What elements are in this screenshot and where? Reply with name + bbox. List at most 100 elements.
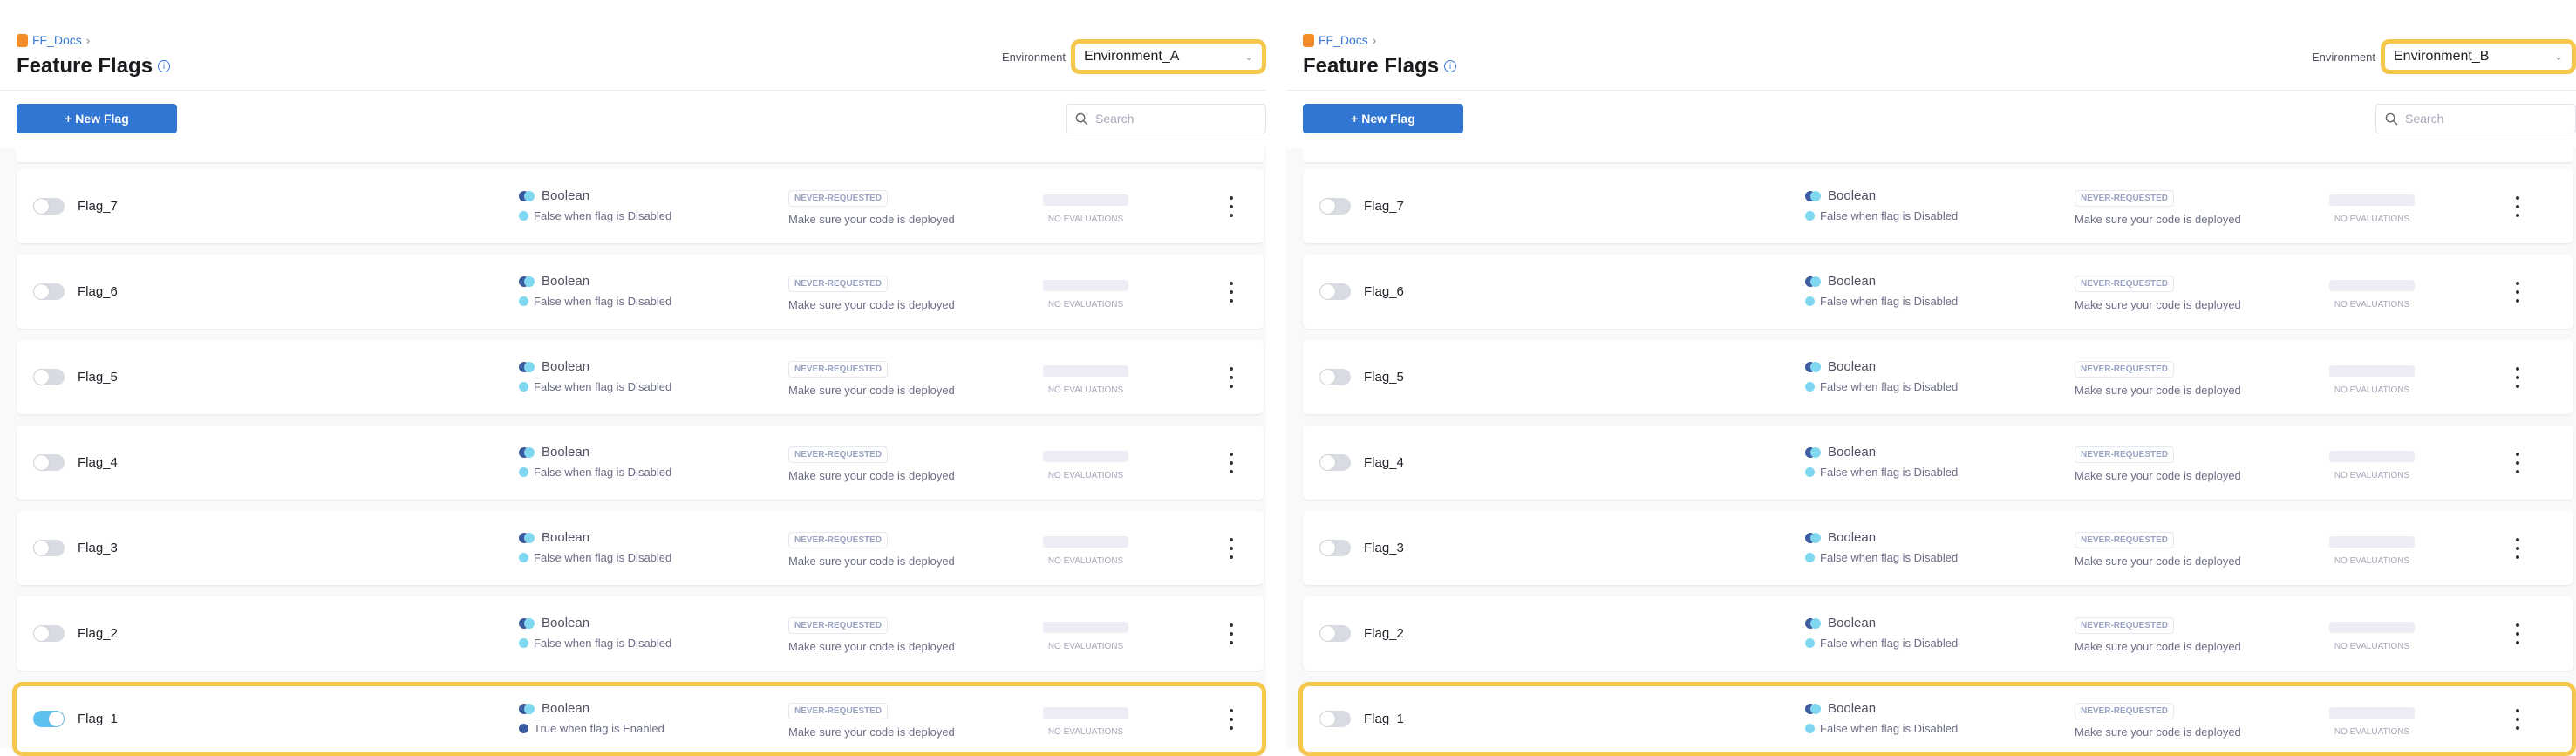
more-options-icon[interactable]	[1225, 621, 1237, 647]
boolean-icon	[1805, 446, 1823, 458]
new-flag-button[interactable]: + New Flag	[17, 104, 177, 133]
flag-name[interactable]: Flag_2	[78, 626, 118, 641]
environment-select[interactable]: Environment_B ⌄	[2381, 39, 2576, 74]
more-options-icon[interactable]	[2511, 194, 2524, 220]
flag-variation: False when flag is Disabled	[1805, 722, 1958, 735]
flag-row[interactable]: Flag_2 Boolean False when flag is Disabled…	[1303, 596, 2573, 671]
flag-name[interactable]: Flag_4	[78, 455, 118, 470]
flag-name[interactable]: Flag_1	[1364, 712, 1404, 726]
breadcrumb-project[interactable]: FF_Docs	[32, 33, 82, 47]
flag-type-text: Boolean	[1828, 274, 1877, 289]
variation-text: False when flag is Disabled	[1820, 380, 1959, 393]
flag-row[interactable]: Flag_4 Boolean False when flag is Disabled…	[1303, 426, 2573, 500]
more-options-icon[interactable]	[2511, 450, 2524, 476]
flag-row[interactable]: Flag_7 Boolean False when flag is Disabled…	[1303, 169, 2573, 243]
flag-toggle[interactable]	[1319, 454, 1351, 471]
flag-name[interactable]: Flag_5	[78, 370, 118, 385]
variation-dot-icon	[519, 211, 528, 221]
flag-row[interactable]: Flag_3 Boolean False when flag is Disabled…	[1303, 511, 2573, 585]
status-hint: Make sure your code is deployed	[788, 555, 955, 568]
more-options-icon[interactable]	[1225, 535, 1237, 562]
header-divider	[0, 90, 1266, 91]
flag-name[interactable]: Flag_6	[1364, 284, 1404, 299]
chevron-right-icon: ›	[85, 33, 91, 47]
more-options-icon[interactable]	[1225, 364, 1237, 391]
flag-toggle[interactable]	[33, 711, 65, 727]
boolean-icon	[1805, 703, 1823, 714]
new-flag-button[interactable]: + New Flag	[1303, 104, 1463, 133]
flag-name[interactable]: Flag_5	[1364, 370, 1404, 385]
flag-row[interactable]: Flag_6 Boolean False when flag is Disabled…	[1303, 255, 2573, 329]
flag-toggle[interactable]	[33, 369, 65, 385]
search-input[interactable]	[2405, 105, 2562, 133]
variation-dot-icon	[1805, 638, 1815, 648]
flag-name[interactable]: Flag_7	[78, 199, 118, 214]
environment-select[interactable]: Environment_A ⌄	[1071, 39, 1266, 74]
more-options-icon[interactable]	[2511, 706, 2524, 732]
status-hint: Make sure your code is deployed	[2075, 640, 2241, 653]
flag-list: Flag_7 Boolean False when flag is Disabled…	[1286, 148, 2576, 756]
flag-name[interactable]: Flag_1	[78, 712, 118, 726]
evaluations-bar	[1043, 280, 1128, 291]
page-title-text: Feature Flags	[17, 54, 153, 78]
evaluations-bar	[2329, 194, 2415, 206]
more-options-icon[interactable]	[2511, 364, 2524, 391]
flag-variation: False when flag is Disabled	[1805, 551, 1958, 564]
more-options-icon[interactable]	[1225, 450, 1237, 476]
status-badge: NEVER-REQUESTED	[788, 276, 889, 292]
flag-name[interactable]: Flag_7	[1364, 199, 1404, 214]
more-options-icon[interactable]	[1225, 279, 1237, 305]
more-options-icon[interactable]	[2511, 535, 2524, 562]
flag-name[interactable]: Flag_4	[1364, 455, 1404, 470]
flag-toggle[interactable]	[1319, 540, 1351, 556]
search-box[interactable]: Search	[1066, 104, 1266, 133]
flag-row[interactable]: Flag_7 Boolean False when flag is Disabled…	[17, 169, 1264, 243]
info-icon[interactable]: i	[1444, 60, 1457, 72]
breadcrumb-project[interactable]: FF_Docs	[1319, 33, 1368, 47]
evaluations-bar	[2329, 451, 2415, 462]
flag-name[interactable]: Flag_3	[1364, 541, 1404, 555]
flag-row[interactable]: Flag_5 Boolean False when flag is Disabled…	[17, 340, 1264, 414]
flag-row[interactable]: Flag_6 Boolean False when flag is Disabled…	[17, 255, 1264, 329]
flag-toggle[interactable]	[1319, 369, 1351, 385]
status-badge: NEVER-REQUESTED	[2075, 361, 2175, 378]
info-icon[interactable]: i	[158, 60, 171, 72]
variation-text: False when flag is Disabled	[1820, 637, 1959, 650]
more-options-icon[interactable]	[1225, 706, 1237, 732]
flag-name[interactable]: Flag_6	[78, 284, 118, 299]
flag-toggle[interactable]	[1319, 283, 1351, 300]
flag-name[interactable]: Flag_2	[1364, 626, 1404, 641]
more-options-icon[interactable]	[1225, 194, 1237, 220]
breadcrumb[interactable]: FF_Docs ›	[17, 33, 90, 47]
more-options-icon[interactable]	[2511, 279, 2524, 305]
search-box[interactable]: Search	[2375, 104, 2576, 133]
search-input[interactable]	[1095, 105, 1252, 133]
status-hint: Make sure your code is deployed	[788, 469, 955, 482]
flag-toggle[interactable]	[1319, 711, 1351, 727]
more-options-icon[interactable]	[2511, 621, 2524, 647]
flag-row[interactable]: Flag_5 Boolean False when flag is Disabled…	[1303, 340, 2573, 414]
flag-row[interactable]: Flag_4 Boolean False when flag is Disabled…	[17, 426, 1264, 500]
flag-variation: False when flag is Disabled	[1805, 380, 1958, 393]
flag-row[interactable]: Flag_3 Boolean False when flag is Disabled…	[17, 511, 1264, 585]
flag-row[interactable]: Flag_2 Boolean False when flag is Disabled…	[17, 596, 1264, 671]
flag-type: Boolean	[519, 274, 589, 289]
flag-toggle[interactable]	[33, 540, 65, 556]
flag-row[interactable]: Flag_1 Boolean False when flag is Disabled…	[1298, 682, 2576, 756]
evaluations-bar	[1043, 365, 1128, 377]
flag-type-text: Boolean	[1828, 701, 1877, 716]
breadcrumb[interactable]: FF_Docs ›	[1303, 33, 1376, 47]
evaluations-text: NO EVALUATIONS	[1047, 556, 1124, 566]
environment-value: Environment_A	[1084, 49, 1180, 64]
flag-toggle[interactable]	[33, 283, 65, 300]
flag-toggle[interactable]	[33, 454, 65, 471]
status-hint: Make sure your code is deployed	[788, 384, 955, 397]
flag-toggle[interactable]	[33, 625, 65, 642]
flag-toggle[interactable]	[1319, 198, 1351, 215]
status-badge: NEVER-REQUESTED	[2075, 532, 2175, 548]
flag-toggle[interactable]	[1319, 625, 1351, 642]
flag-toggle[interactable]	[33, 198, 65, 215]
evaluations-text: NO EVALUATIONS	[2334, 385, 2410, 395]
flag-row[interactable]: Flag_1 Boolean True when flag is Enabled NE…	[12, 682, 1266, 756]
flag-name[interactable]: Flag_3	[78, 541, 118, 555]
